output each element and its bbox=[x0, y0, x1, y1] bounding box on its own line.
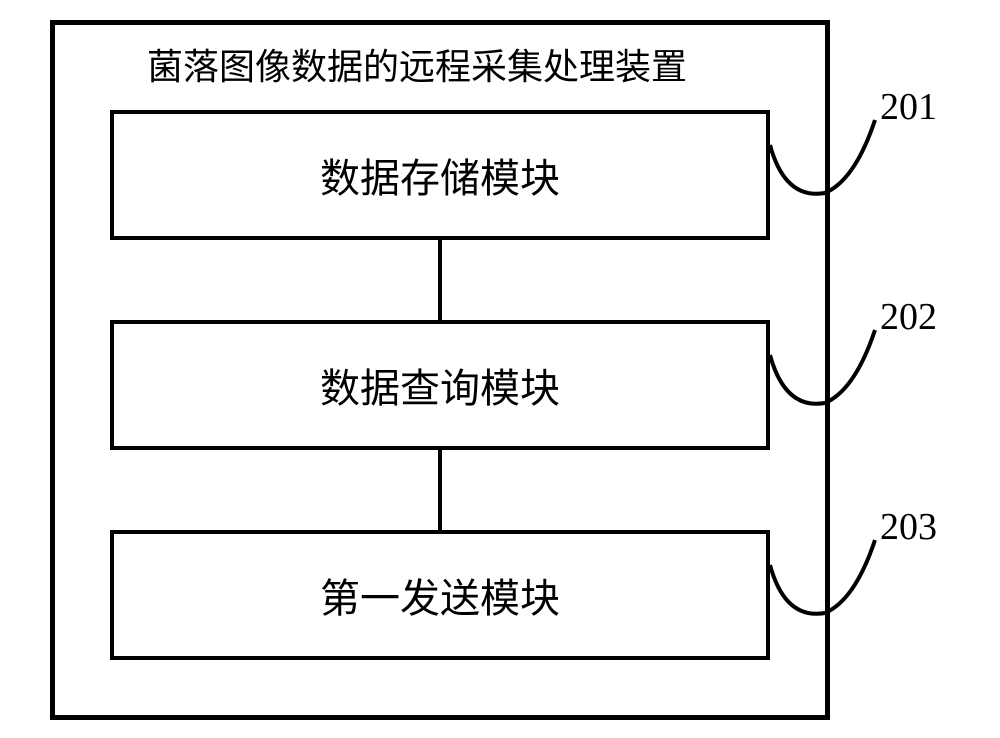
module-label-203: 第一发送模块 bbox=[320, 566, 560, 624]
callout-number-203: 203 bbox=[880, 505, 937, 549]
module-box-201: 数据存储模块 bbox=[110, 110, 770, 240]
callout-number-201: 201 bbox=[880, 85, 937, 129]
module-label-202: 数据查询模块 bbox=[320, 356, 560, 414]
diagram-title: 菌落图像数据的远程采集处理装置 bbox=[147, 38, 687, 90]
module-box-202: 数据查询模块 bbox=[110, 320, 770, 450]
callout-number-202: 202 bbox=[880, 295, 937, 339]
module-box-203: 第一发送模块 bbox=[110, 530, 770, 660]
connector-line-1 bbox=[438, 450, 442, 530]
connector-line-0 bbox=[438, 240, 442, 320]
module-label-201: 数据存储模块 bbox=[320, 146, 560, 204]
